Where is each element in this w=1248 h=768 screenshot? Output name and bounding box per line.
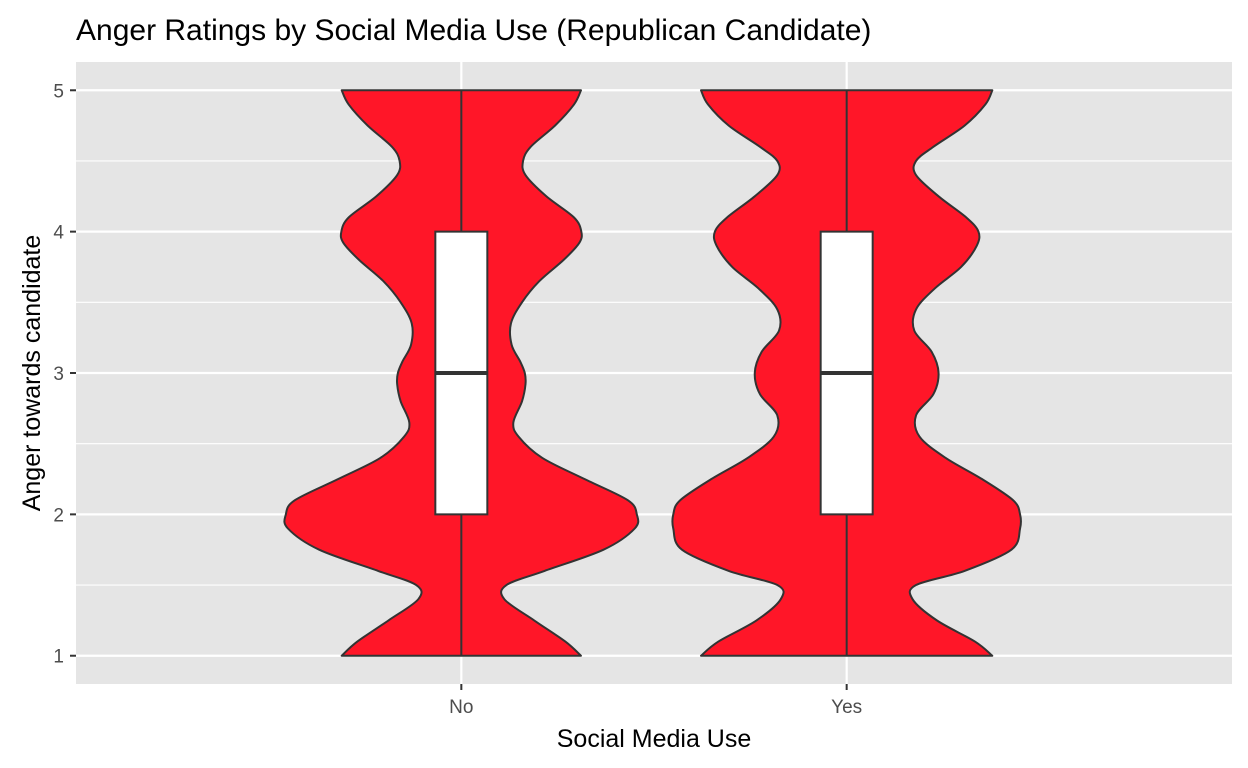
violin-group-no	[283, 89, 640, 657]
y-tick-label: 1	[53, 647, 64, 668]
y-tick-label: 2	[53, 505, 64, 526]
violin-group-yes	[671, 89, 1023, 657]
y-axis-title: Anger towards candidate	[18, 235, 46, 512]
x-tick-label: No	[449, 697, 473, 718]
x-tick-label: Yes	[831, 697, 862, 718]
y-tick-label: 3	[53, 364, 64, 385]
y-tick-label: 5	[53, 81, 64, 102]
y-tick-label: 4	[53, 223, 64, 244]
chart-title: Anger Ratings by Social Media Use (Repub…	[76, 14, 871, 47]
violins	[283, 89, 1023, 657]
x-axis-title: Social Media Use	[557, 725, 752, 753]
axes: 1 2 3 4 5 No Yes	[53, 81, 862, 718]
